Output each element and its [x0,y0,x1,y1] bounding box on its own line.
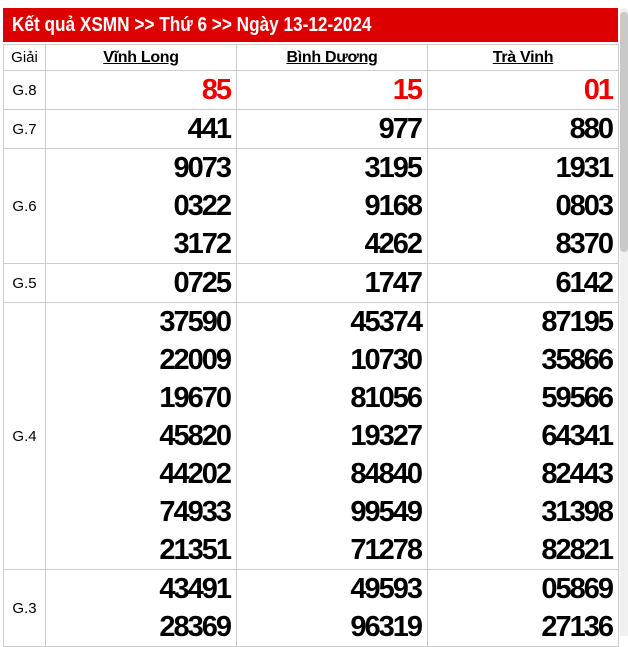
result-cell: 01 [427,70,619,110]
result-number: 0322 [173,190,232,222]
table-header-row: Giải Vĩnh Long Bình Dương Trà Vinh [3,44,619,71]
result-number: 71278 [350,534,423,566]
result-cell: 37590 22009 19670 45820 44202 74933 21351 [45,302,237,570]
result-number: 05869 [541,573,614,605]
result-number: 15 [392,74,423,106]
result-number: 8370 [555,228,614,260]
lottery-results-panel: Kết quả XSMN >> Thứ 6 >> Ngày 13-12-2024… [3,8,619,647]
result-cell: 977 [236,109,428,149]
scrollbar-thumb[interactable] [620,12,628,252]
result-number: 977 [378,113,423,145]
result-cell: 0725 [45,263,237,303]
prize-column-header: Giải [3,44,46,71]
result-number: 45820 [159,420,232,452]
prize-group-row-g5: G.5 0725 1747 6142 [3,263,619,303]
result-number: 82821 [541,534,614,566]
result-cell: 441 [45,109,237,149]
result-number: 9073 [173,152,232,184]
result-number: 35866 [541,344,614,376]
result-number: 49593 [350,573,423,605]
result-number: 99549 [350,496,423,528]
result-cell: 85 [45,70,237,110]
result-number: 6142 [555,267,614,299]
result-number: 37590 [159,306,232,338]
result-number: 441 [187,113,232,145]
result-number: 27136 [541,611,614,643]
result-cell: 43491 28369 [45,569,237,647]
prize-group-row-g8: G.8 85 15 01 [3,70,619,110]
results-table: Giải Vĩnh Long Bình Dương Trà Vinh G.8 85… [3,44,619,647]
result-number: 59566 [541,382,614,414]
prize-label: G.4 [3,302,46,570]
result-number: 19327 [350,420,423,452]
station-link-binh-duong[interactable]: Bình Dương [286,48,378,66]
result-cell: 880 [427,109,619,149]
result-number: 22009 [159,344,232,376]
prize-group-row-g4: G.4 37590 22009 19670 45820 44202 74933 21351 45… [3,302,619,570]
result-number: 1747 [364,267,423,299]
station-header-binh-duong: Bình Dương [236,44,428,71]
result-number: 64341 [541,420,614,452]
station-link-vinh-long[interactable]: Vĩnh Long [103,48,179,66]
result-number: 19670 [159,382,232,414]
prize-label: G.6 [3,148,46,264]
prize-group-row-g6: G.6 9073 0322 3172 3195 9168 4262 1931 0803 8370 [3,148,619,264]
result-cell: 1931 0803 8370 [427,148,619,264]
result-number: 85 [201,74,232,106]
result-number: 3172 [173,228,232,260]
station-header-vinh-long: Vĩnh Long [45,44,237,71]
prize-group-row-g7: G.7 441 977 880 [3,109,619,149]
result-number: 81056 [350,382,423,414]
result-cell: 6142 [427,263,619,303]
result-number: 3195 [364,152,423,184]
result-cell: 05869 27136 [427,569,619,647]
result-number: 9168 [364,190,423,222]
result-number: 87195 [541,306,614,338]
result-number: 21351 [159,534,232,566]
prize-label: G.5 [3,263,46,303]
results-title: Kết quả XSMN >> Thứ 6 >> Ngày 13-12-2024 [12,13,372,36]
result-number: 45374 [350,306,423,338]
vertical-scrollbar[interactable] [620,8,628,636]
prize-label: G.8 [3,70,46,110]
result-cell: 9073 0322 3172 [45,148,237,264]
result-cell: 15 [236,70,428,110]
prize-group-row-g3: G.3 43491 28369 49593 96319 05869 27136 [3,569,619,647]
result-number: 1931 [555,152,614,184]
result-number: 43491 [159,573,232,605]
result-number: 74933 [159,496,232,528]
result-number: 880 [569,113,614,145]
result-cell: 49593 96319 [236,569,428,647]
result-number: 01 [583,74,614,106]
result-cell: 87195 35866 59566 64341 82443 31398 82821 [427,302,619,570]
prize-label: G.3 [3,569,46,647]
result-number: 96319 [350,611,423,643]
station-header-tra-vinh: Trà Vinh [427,44,619,71]
result-number: 0803 [555,190,614,222]
result-number: 0725 [173,267,232,299]
result-number: 28369 [159,611,232,643]
results-title-bar: Kết quả XSMN >> Thứ 6 >> Ngày 13-12-2024 [3,8,618,42]
station-link-tra-vinh[interactable]: Trà Vinh [492,48,554,66]
result-number: 84840 [350,458,423,490]
result-cell: 1747 [236,263,428,303]
result-number: 82443 [541,458,614,490]
result-number: 31398 [541,496,614,528]
result-cell: 3195 9168 4262 [236,148,428,264]
result-cell: 45374 10730 81056 19327 84840 99549 71278 [236,302,428,570]
result-number: 4262 [364,228,423,260]
prize-label: G.7 [3,109,46,149]
result-number: 44202 [159,458,232,490]
result-number: 10730 [350,344,423,376]
